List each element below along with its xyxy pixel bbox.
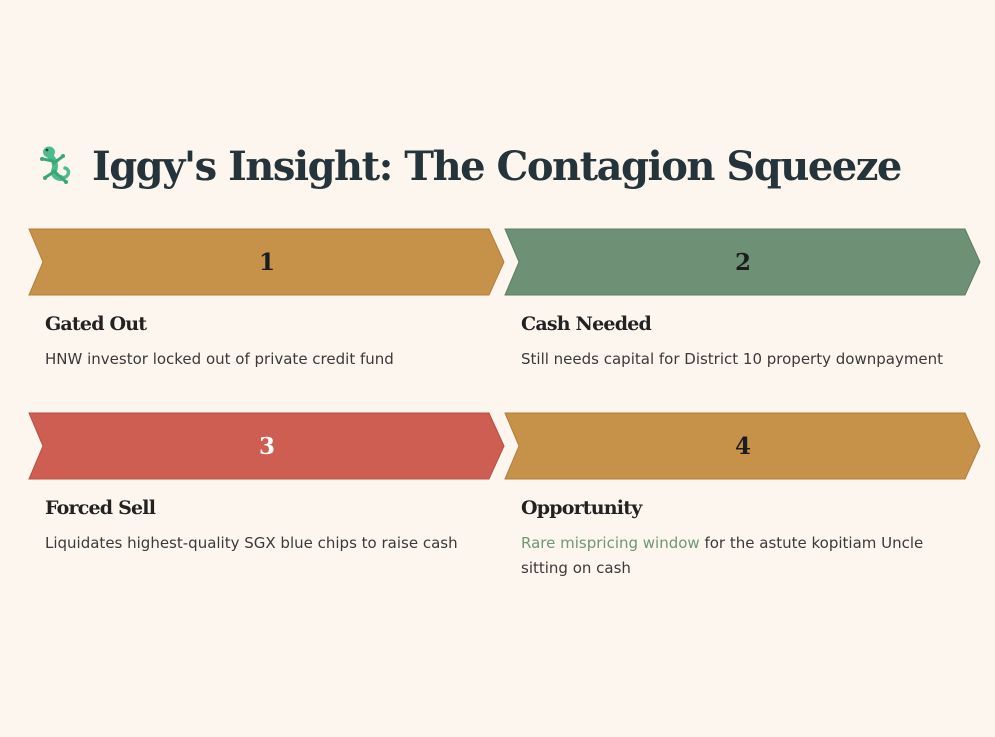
step-1: 1 Gated Out HNW investor locked out of p… — [28, 228, 506, 372]
step-3-description: Liquidates highest-quality SGX blue chip… — [45, 534, 458, 552]
step-4: 4 Opportunity Rare mispricing window for… — [504, 412, 982, 581]
title-row: Iggy's Insight: The Contagion Squeeze — [38, 143, 902, 190]
step-1-chevron: 1 — [28, 228, 506, 296]
step-2: 2 Cash Needed Still needs capital for Di… — [504, 228, 982, 372]
step-2-heading: Cash Needed — [521, 313, 652, 335]
step-3: 3 Forced Sell Liquidates highest-quality… — [28, 412, 506, 556]
step-2-number: 2 — [734, 248, 751, 276]
step-4-chevron: 4 — [504, 412, 982, 480]
step-1-description: HNW investor locked out of private credi… — [45, 350, 394, 368]
step-2-description: Still needs capital for District 10 prop… — [521, 350, 944, 368]
step-3-heading: Forced Sell — [45, 497, 156, 519]
step-4-highlight: Rare mispricing window — [521, 534, 700, 552]
step-2-chevron: 2 — [504, 228, 982, 296]
step-1-heading: Gated Out — [45, 313, 147, 335]
step-1-number: 1 — [258, 248, 275, 276]
gecko-icon — [40, 146, 71, 184]
step-3-chevron: 3 — [28, 412, 506, 480]
step-4-description: Rare mispricing window for the astute ko… — [521, 531, 951, 581]
step-4-number: 4 — [734, 432, 751, 460]
step-4-description-text: for the astute kopitiam Uncle sitting on… — [521, 534, 924, 577]
step-4-heading: Opportunity — [521, 497, 642, 519]
page-title: Iggy's Insight: The Contagion Squeeze — [92, 143, 902, 190]
step-3-number: 3 — [258, 432, 275, 460]
